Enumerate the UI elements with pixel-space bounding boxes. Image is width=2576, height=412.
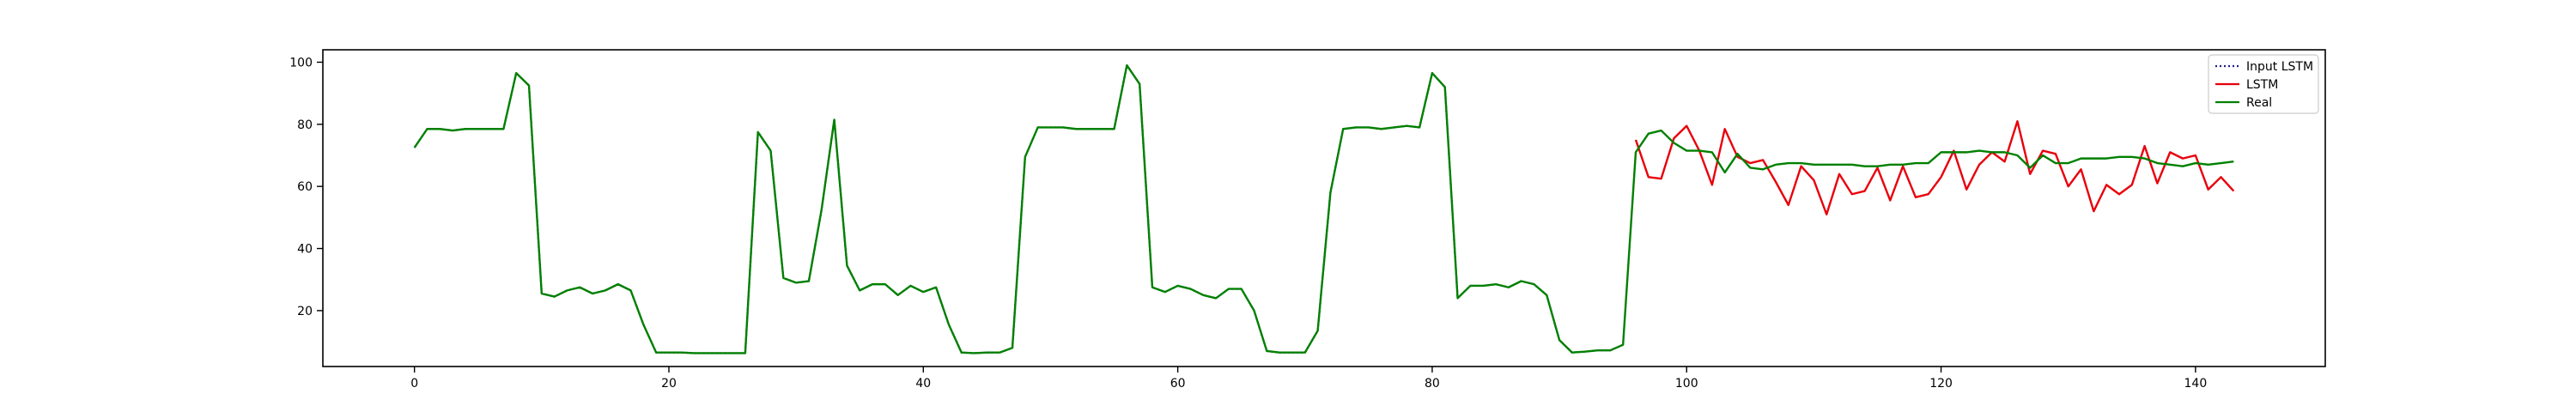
x-tick-label: 60 xyxy=(1170,377,1186,391)
x-tick-label: 80 xyxy=(1425,377,1440,391)
y-tick-label: 40 xyxy=(297,243,313,257)
y-tick-label: 60 xyxy=(297,180,313,194)
legend-label: Real xyxy=(2246,96,2272,110)
legend-label: Input LSTM xyxy=(2246,60,2313,74)
legend-box xyxy=(2208,54,2319,114)
series-layer xyxy=(413,64,2235,354)
legend: Input LSTM LSTM Real xyxy=(2208,54,2319,114)
x-tick-label: 40 xyxy=(915,377,931,391)
x-tick-label: 100 xyxy=(1675,377,1698,391)
x-tick-label: 20 xyxy=(661,377,677,391)
y-tick-label: 20 xyxy=(297,305,313,318)
plot-frame xyxy=(322,49,2326,367)
series-line-real xyxy=(413,64,2234,354)
x-tick-label: 120 xyxy=(1929,377,1953,391)
series-line-lstm xyxy=(1634,120,2235,215)
y-tick-label: 80 xyxy=(297,118,313,132)
x-tick-label: 140 xyxy=(2184,377,2208,391)
legend-label: LSTM xyxy=(2246,78,2278,92)
series-line-input-lstm xyxy=(413,64,1624,354)
axes-layer: 0 20 40 60 80 100 120 140 20 40 60 80 100 xyxy=(289,49,2326,391)
x-tick-label: 0 xyxy=(410,377,418,391)
y-tick-label: 100 xyxy=(289,56,313,70)
